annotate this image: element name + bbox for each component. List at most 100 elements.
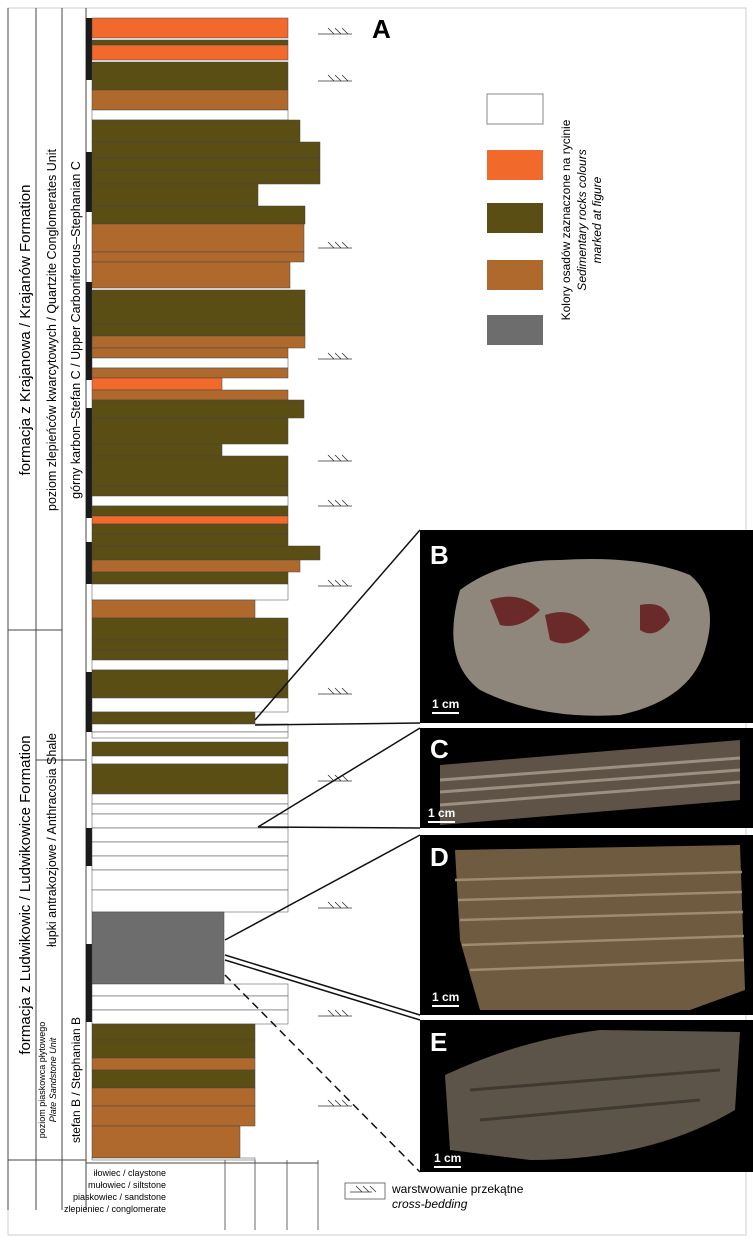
photo-d xyxy=(420,835,753,1015)
cross-bedding-symbol xyxy=(318,901,352,909)
bed-white xyxy=(91,495,289,507)
bed-olive xyxy=(91,157,321,171)
bed-olive xyxy=(91,183,259,207)
bed-brown xyxy=(91,389,289,401)
bed-white xyxy=(91,583,289,601)
bed-orange xyxy=(91,377,223,391)
cross-bedding-symbol xyxy=(318,774,352,782)
scale-bar-d: 1 cm xyxy=(432,990,460,1007)
bed-olive xyxy=(91,1039,256,1059)
scale-siltstone: mułowiec / siltstone xyxy=(88,1180,166,1190)
scale-sandstone: piaskowiec / sandstone xyxy=(73,1192,166,1202)
legend-title-pl: Kolory osadów zaznaczone na rycinie xyxy=(559,119,573,320)
cross-bedding-symbol xyxy=(318,27,352,35)
bed-brown xyxy=(91,223,305,253)
formation-lower-label: formacja z Ludwikowic / Ludwikowice Form… xyxy=(17,735,34,1054)
marker-strip xyxy=(86,542,92,584)
bed-olive xyxy=(91,763,289,795)
bed-white xyxy=(91,855,289,871)
scale-bar-c: 1 cm xyxy=(428,806,456,823)
bed-olive xyxy=(91,1069,256,1089)
bed-olive xyxy=(91,505,289,517)
lithology-scale: iłowiec / claystone mułowiec / siltstone… xyxy=(64,1160,319,1230)
bed-orange xyxy=(91,17,289,39)
cross-bedding-symbol xyxy=(318,454,352,462)
bed-olive xyxy=(91,669,289,699)
marker-strip xyxy=(86,152,92,212)
legend-title-en-2: marked at figure xyxy=(590,176,604,263)
bed-white xyxy=(91,995,289,1011)
unit-lower-label: łupki antrakozjowe / Anthracosia Shale xyxy=(45,733,59,947)
bed-olive xyxy=(91,39,289,46)
bed-white xyxy=(91,869,289,891)
panel-label-c: C xyxy=(430,734,449,764)
bed-white xyxy=(91,1009,289,1025)
bed-olive xyxy=(91,711,256,725)
panel-label-e: E xyxy=(430,1027,448,1057)
bed-olive xyxy=(91,741,289,757)
panel-label-b: B xyxy=(430,540,449,570)
photo-b xyxy=(420,530,753,723)
bed-white xyxy=(91,889,289,913)
cross-bedding-label-pl: warstwowanie przekątne xyxy=(391,1182,524,1196)
cross-bedding-symbol xyxy=(318,1099,352,1107)
bed-brown xyxy=(91,89,289,111)
legend-swatch-brown xyxy=(487,260,543,290)
bed-white xyxy=(91,793,289,805)
photo-connectors xyxy=(224,529,421,1173)
formation-upper-label: formacja z Krajanowa / Krajanów Formatio… xyxy=(17,185,34,476)
unit-upper-label: poziom zlepieńców kwarcytowych / Quartzi… xyxy=(45,148,59,510)
bed-white xyxy=(91,1157,256,1161)
bed-white xyxy=(91,983,289,997)
bed-olive xyxy=(91,617,289,641)
bed-olive xyxy=(91,399,305,419)
bed-olive xyxy=(91,571,289,585)
unit-bottom-label-pl: poziom piaskowca płytowego xyxy=(37,1022,47,1139)
marker-strip xyxy=(86,828,92,866)
photo-c xyxy=(420,728,753,828)
marker-strips xyxy=(86,18,92,1022)
bed-brown xyxy=(91,347,289,359)
legend: Kolory osadów zaznaczone na rycinie Sedi… xyxy=(486,93,604,345)
bed-brown xyxy=(91,335,306,349)
bed-olive xyxy=(91,61,289,91)
scale-claystone: iłowiec / claystone xyxy=(93,1168,166,1178)
cross-bedding-legend: warstwowanie przekątne cross-bedding xyxy=(344,1182,524,1211)
bed-olive xyxy=(91,533,289,547)
bed-olive xyxy=(91,545,321,561)
bed-olive xyxy=(91,649,289,661)
bed-olive xyxy=(91,289,306,325)
cross-bedding-symbol xyxy=(318,1009,352,1017)
bed-olive xyxy=(91,1023,256,1041)
bed-olive xyxy=(91,119,301,143)
legend-swatch-orange xyxy=(487,150,543,180)
scale-conglomerate: zlepieniec / conglomerate xyxy=(64,1204,166,1214)
bed-olive xyxy=(91,485,289,497)
cross-bedding-symbol xyxy=(318,352,352,360)
bed-olive xyxy=(91,169,321,185)
marker-strip xyxy=(86,672,92,732)
bed-white xyxy=(91,803,289,815)
bed-brown xyxy=(91,1087,256,1107)
bed-olive xyxy=(91,455,289,487)
scale-bar-b: 1 cm xyxy=(432,697,460,714)
age-bottom-label: stefan B / Stephanian B xyxy=(69,1017,83,1143)
legend-swatch-white xyxy=(486,93,544,125)
age-upper-label: górny karbon–Stefan C / Upper Carbonifer… xyxy=(69,161,83,499)
legend-swatch-olive xyxy=(487,203,543,233)
cross-bedding-symbol xyxy=(318,499,352,507)
bed-white xyxy=(91,731,289,739)
panel-label-a: A xyxy=(372,14,391,44)
bed-olive xyxy=(91,523,289,535)
marker-strip xyxy=(86,18,92,80)
cross-bedding-symbol xyxy=(318,74,352,82)
bed-white xyxy=(91,357,289,369)
bed-olive xyxy=(91,323,306,337)
bed-brown xyxy=(91,251,305,263)
bed-white xyxy=(91,109,289,121)
cross-bedding-symbol xyxy=(318,687,352,695)
scale-bar-e: 1 cm xyxy=(434,1151,462,1168)
marker-strip xyxy=(86,944,92,1022)
photo-e xyxy=(420,1020,753,1172)
bed-olive xyxy=(91,141,321,159)
